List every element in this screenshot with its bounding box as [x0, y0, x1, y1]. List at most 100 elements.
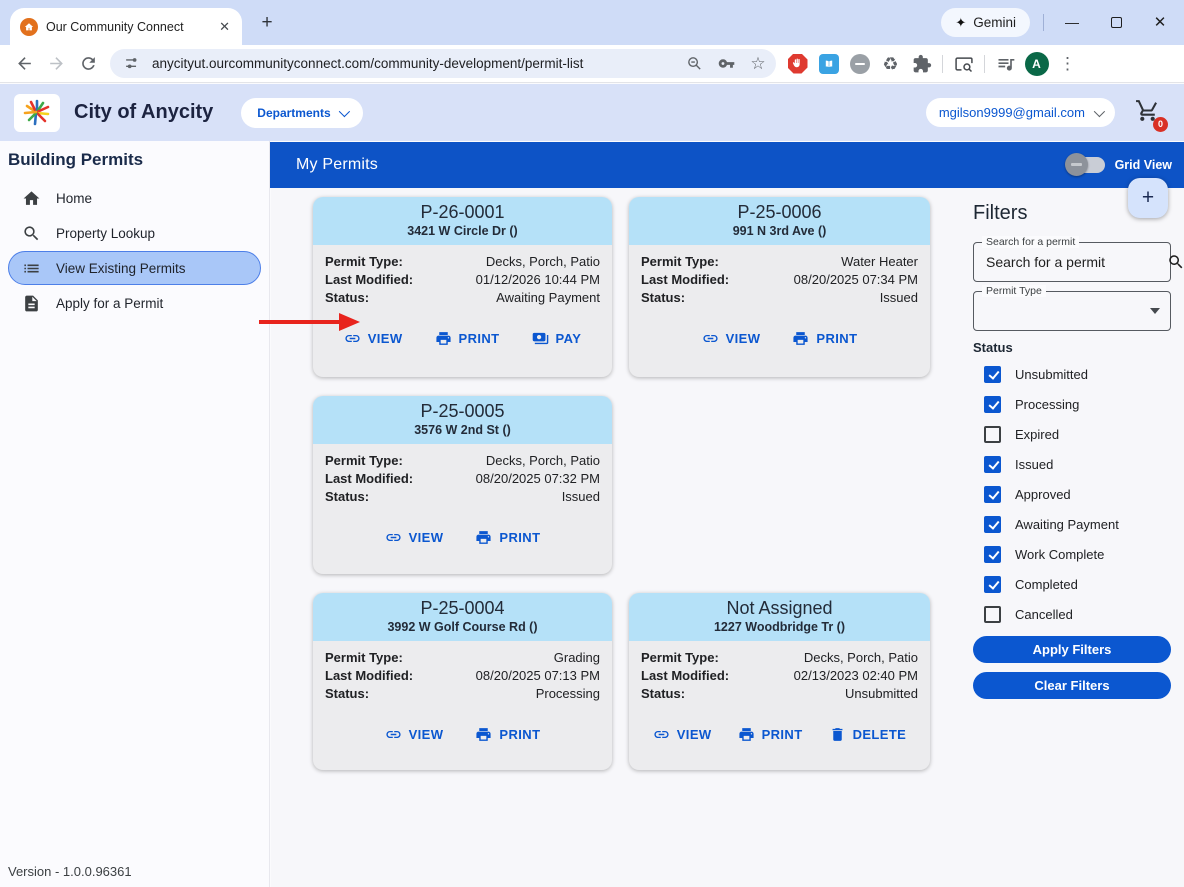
last-modified-label: Last Modified: — [641, 272, 730, 287]
departments-button[interactable]: Departments — [241, 97, 363, 128]
window-close-button[interactable]: ✕ — [1153, 14, 1167, 31]
permit-type-value: Decks, Porch, Patio — [803, 650, 918, 665]
status-value: Issued — [879, 290, 918, 305]
banknote-icon — [532, 332, 548, 345]
sidebar-title: Building Permits — [8, 150, 144, 169]
status-value: Awaiting Payment — [496, 290, 600, 305]
search-input[interactable] — [986, 254, 1167, 270]
printer-icon — [476, 531, 491, 544]
status-filter-processing[interactable]: Processing — [973, 389, 1171, 419]
extensions-puzzle-icon[interactable] — [906, 48, 937, 79]
permit-card: Not Assigned 1227 Woodbridge Tr () Permi… — [629, 593, 930, 770]
checkbox[interactable] — [984, 485, 1001, 503]
delete-link[interactable]: DELETE — [829, 726, 907, 743]
address-bar[interactable]: anycityut.ourcommunityconnect.com/commun… — [110, 49, 776, 78]
last-modified-value: 08/20/2025 07:32 PM — [475, 471, 600, 486]
screen-search-icon[interactable] — [948, 48, 979, 79]
sidebar-item-home[interactable]: Home — [8, 181, 261, 215]
view-link[interactable]: VIEW — [653, 726, 712, 743]
caret-down-icon — [1150, 308, 1160, 314]
permit-type-select[interactable]: Permit Type — [973, 285, 1171, 331]
link-icon — [702, 334, 718, 343]
tab-close-icon[interactable]: ✕ — [219, 18, 230, 34]
status-filter-expired[interactable]: Expired — [973, 419, 1171, 449]
link-icon — [654, 730, 669, 739]
last-modified-label: Last Modified: — [325, 471, 414, 486]
apply-filters-button[interactable]: Apply Filters — [973, 636, 1171, 663]
permit-address: 991 N 3rd Ave () — [732, 224, 827, 238]
status-section-label: Status — [973, 340, 1013, 355]
adblock-hand-icon[interactable] — [782, 48, 813, 79]
browser-menu-icon[interactable]: ⋮ — [1059, 53, 1076, 73]
window-minimize-button[interactable]: — — [1065, 14, 1079, 30]
printer-icon — [793, 332, 808, 345]
checkbox[interactable] — [984, 395, 1001, 413]
password-key-icon[interactable] — [714, 52, 738, 76]
link-icon — [385, 533, 401, 542]
forward-button[interactable] — [40, 48, 72, 80]
view-link[interactable]: VIEW — [702, 330, 761, 347]
account-menu-button[interactable]: mgilson9999@gmail.com — [925, 98, 1115, 127]
status-filter-completed[interactable]: Completed — [973, 569, 1171, 599]
last-modified-label: Last Modified: — [325, 668, 414, 683]
checkbox[interactable] — [984, 575, 1001, 593]
site-settings-icon[interactable] — [120, 52, 144, 76]
list-icon — [24, 264, 39, 272]
dictionary-book-icon[interactable] — [813, 48, 844, 79]
status-filter-unsubmitted[interactable]: Unsubmitted — [973, 359, 1171, 389]
bookmark-star-icon[interactable]: ☆ — [750, 54, 766, 73]
sidebar-item-apply-for-permit[interactable]: Apply for a Permit — [8, 286, 261, 320]
reload-button[interactable] — [72, 48, 104, 80]
recycle-extension-icon[interactable]: ♻ — [882, 53, 899, 74]
city-logo[interactable] — [14, 93, 60, 132]
chevron-down-icon — [1093, 105, 1106, 117]
link-icon — [345, 334, 360, 343]
grid-view-toggle[interactable] — [1064, 153, 1105, 176]
checkbox[interactable] — [984, 455, 1001, 473]
checkbox[interactable] — [984, 545, 1001, 563]
checkbox[interactable] — [984, 365, 1001, 383]
checkbox[interactable] — [984, 605, 1001, 623]
print-link[interactable]: PRINT — [435, 330, 500, 347]
status-filter-work-complete[interactable]: Work Complete — [973, 539, 1171, 569]
gemini-button[interactable]: ✦ Gemini — [941, 8, 1030, 37]
browser-toolbar: anycityut.ourcommunityconnect.com/commun… — [0, 45, 1184, 83]
cart-button[interactable]: 0 — [1135, 98, 1168, 132]
permit-address: 1227 Woodbridge Tr () — [713, 620, 846, 634]
blocked-extension-icon[interactable] — [844, 48, 875, 79]
print-link[interactable]: PRINT — [475, 726, 540, 743]
zoom-out-icon[interactable] — [682, 52, 706, 76]
reading-list-icon[interactable] — [990, 48, 1021, 79]
permit-search-field[interactable]: Search for a permit — [973, 236, 1183, 282]
checkbox[interactable] — [984, 425, 1001, 443]
print-link[interactable]: PRINT — [475, 529, 540, 546]
status-filter-awaiting-payment[interactable]: Awaiting Payment — [973, 509, 1171, 539]
version-label: Version - 1.0.0.96361 — [8, 864, 132, 879]
profile-avatar[interactable]: A — [1021, 48, 1052, 79]
search-icon[interactable] — [1167, 253, 1184, 271]
checkbox[interactable] — [984, 515, 1001, 533]
permit-number: P-25-0006 — [737, 202, 822, 222]
status-filter-issued[interactable]: Issued — [973, 449, 1171, 479]
clear-filters-button[interactable]: Clear Filters — [973, 672, 1171, 699]
back-button[interactable] — [8, 48, 40, 80]
permit-card: P-25-0006 991 N 3rd Ave () Permit Type: W… — [629, 197, 930, 377]
print-link[interactable]: PRINT — [738, 726, 803, 743]
view-link[interactable]: VIEW — [344, 330, 403, 347]
browser-tab[interactable]: Our Community Connect ✕ — [10, 8, 242, 45]
status-filter-cancelled[interactable]: Cancelled — [973, 599, 1171, 629]
view-link[interactable]: VIEW — [385, 529, 444, 546]
sidebar-item-property-lookup[interactable]: Property Lookup — [8, 216, 261, 250]
window-maximize-button[interactable] — [1104, 10, 1128, 34]
view-link[interactable]: VIEW — [385, 726, 444, 743]
pay-link[interactable]: PAY — [532, 330, 582, 347]
url-text[interactable]: anycityut.ourcommunityconnect.com/commun… — [152, 56, 584, 71]
permit-type-label: Permit Type: — [325, 254, 403, 269]
sidebar-item-view-existing-permits[interactable]: View Existing Permits — [8, 251, 261, 285]
status-filter-approved[interactable]: Approved — [973, 479, 1171, 509]
printer-icon — [476, 728, 491, 741]
add-permit-button[interactable]: + — [1128, 178, 1168, 218]
print-link[interactable]: PRINT — [792, 330, 857, 347]
new-tab-button[interactable]: + — [261, 12, 273, 33]
